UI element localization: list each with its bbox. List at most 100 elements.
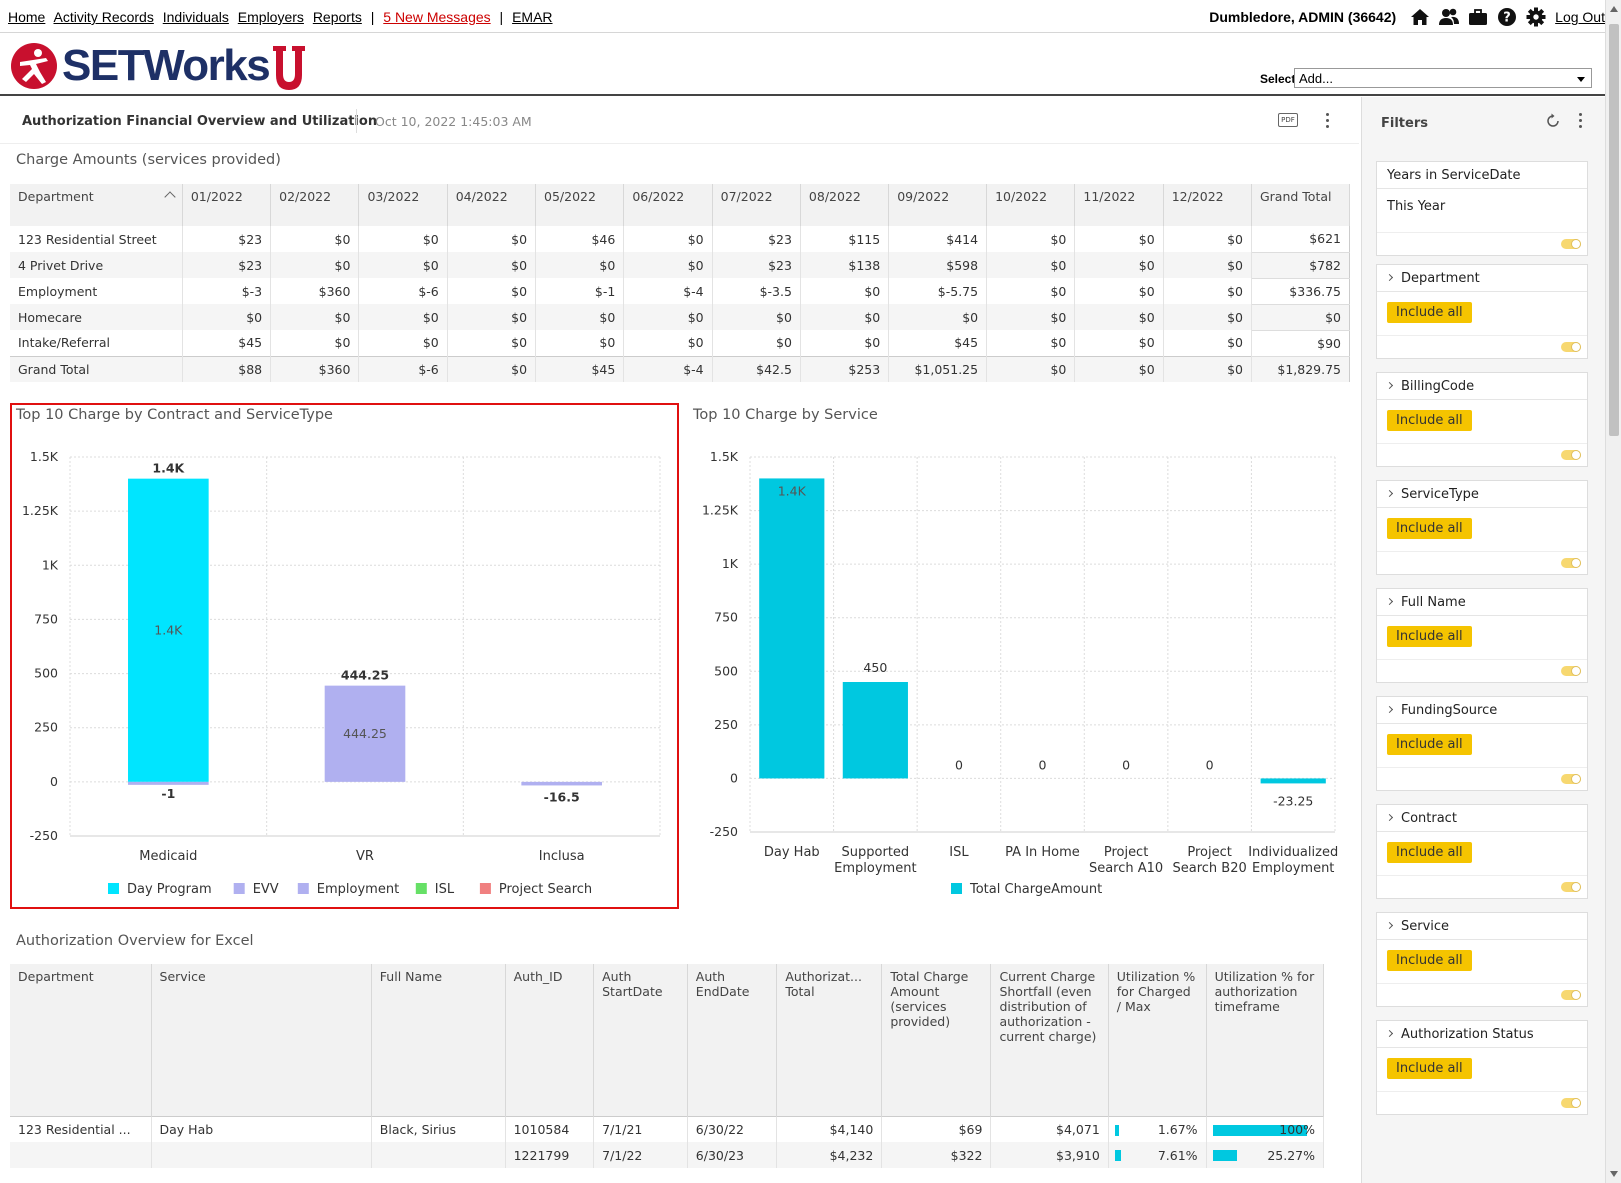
charge-column-header[interactable]: 11/2022 — [1074, 184, 1164, 226]
charge-column-header[interactable]: Grand Total — [1251, 184, 1351, 226]
filter-toggle[interactable] — [1561, 558, 1581, 568]
charge-column-header[interactable]: Department — [10, 184, 183, 226]
filter-card[interactable]: Authorization Status Include all — [1376, 1020, 1588, 1115]
overview-column-header[interactable]: Full Name — [371, 964, 506, 1116]
overview-column-header[interactable]: Utilization % for authorization timefram… — [1206, 964, 1325, 1116]
filter-years-in-servicedate[interactable]: Years in ServiceDate This Year — [1376, 161, 1588, 256]
filter-card[interactable]: Contract Include all — [1376, 804, 1588, 899]
table-cell: $0 — [986, 278, 1076, 304]
sort-asc-icon[interactable] — [164, 191, 176, 203]
briefcase-icon[interactable] — [1467, 7, 1489, 27]
include-all-button[interactable]: Include all — [1387, 842, 1472, 863]
data-label: 1.4K — [778, 483, 807, 498]
chevron-right-icon[interactable] — [1385, 921, 1394, 930]
page-scrollbar[interactable] — [1605, 0, 1621, 1183]
gear-icon[interactable] — [1525, 7, 1547, 27]
charge-column-header[interactable]: 08/2022 — [800, 184, 890, 226]
filter-header[interactable]: ServiceType — [1377, 481, 1587, 508]
overview-column-header[interactable]: Utilization % for Charged / Max — [1108, 964, 1207, 1116]
charge-column-header[interactable]: 03/2022 — [358, 184, 448, 226]
filter-card[interactable]: ServiceType Include all — [1376, 480, 1588, 575]
filter-toggle[interactable] — [1561, 774, 1581, 784]
filter-card[interactable]: Full Name Include all — [1376, 588, 1588, 683]
add-select[interactable]: Add... — [1294, 68, 1592, 88]
overview-column-header[interactable]: Auth_ID — [505, 964, 595, 1116]
include-all-button[interactable]: Include all — [1387, 950, 1472, 971]
scroll-down-icon[interactable] — [1610, 1171, 1618, 1177]
charge-column-header[interactable]: 10/2022 — [986, 184, 1076, 226]
filter-body: Include all — [1377, 292, 1587, 336]
chart-contract-servicetype: 1.5K 1.25K 1K 750 500 250 0 -250 1.4K 1.4K -1 Medic… — [22, 449, 661, 897]
chevron-right-icon[interactable] — [1385, 381, 1394, 390]
filter-card[interactable]: Department Include all — [1376, 264, 1588, 359]
charge-column-header[interactable]: 09/2022 — [888, 184, 988, 226]
table-cell: $-6 — [358, 278, 448, 304]
charge-column-header[interactable]: 04/2022 — [447, 184, 537, 226]
overview-column-header[interactable]: Current Charge Shortfall (even distribut… — [990, 964, 1109, 1116]
filter-card[interactable]: Service Include all — [1376, 912, 1588, 1007]
filter-card[interactable]: FundingSource Include all — [1376, 696, 1588, 791]
chevron-right-icon[interactable] — [1385, 597, 1394, 606]
scroll-up-icon[interactable] — [1610, 6, 1618, 12]
home-icon[interactable] — [1409, 7, 1431, 27]
include-all-button[interactable]: Include all — [1387, 302, 1472, 323]
nav-activity-records-link[interactable]: Activity Records — [53, 9, 154, 25]
filter-header[interactable]: Contract — [1377, 805, 1587, 832]
overview-column-header[interactable]: Service — [151, 964, 372, 1116]
charge-column-header[interactable]: 06/2022 — [623, 184, 713, 226]
filter-header[interactable]: Full Name — [1377, 589, 1587, 616]
chevron-right-icon[interactable] — [1385, 1029, 1394, 1038]
filter-value[interactable]: This Year — [1377, 189, 1587, 233]
filter-toggle[interactable] — [1561, 990, 1581, 1000]
include-all-button[interactable]: Include all — [1387, 734, 1472, 755]
filter-toggle[interactable] — [1561, 882, 1581, 892]
filter-toggle[interactable] — [1561, 450, 1581, 460]
table-row: 123 Residential Street $23 $0 $0 $0 $46 $0 $23 $… — [10, 226, 1351, 253]
include-all-button[interactable]: Include all — [1387, 1058, 1472, 1079]
nav-employers-link[interactable]: Employers — [237, 9, 304, 25]
filters-menu-icon[interactable] — [1575, 111, 1585, 129]
nav-messages-link[interactable]: 5 New Messages — [383, 9, 491, 25]
chevron-right-icon[interactable] — [1385, 273, 1394, 282]
filter-header[interactable]: Service — [1377, 913, 1587, 940]
nav-reports-link[interactable]: Reports — [312, 9, 362, 25]
nav-emar-link[interactable]: EMAR — [512, 9, 553, 25]
nav-home-link[interactable]: Home — [8, 9, 46, 25]
include-all-button[interactable]: Include all — [1387, 410, 1472, 431]
charge-column-header[interactable]: 02/2022 — [270, 184, 360, 226]
include-all-button[interactable]: Include all — [1387, 518, 1472, 539]
charge-column-header[interactable]: 05/2022 — [535, 184, 625, 226]
filter-toggle[interactable] — [1561, 666, 1581, 676]
overview-column-header[interactable]: Department — [10, 964, 152, 1116]
filter-toggle[interactable] — [1561, 1098, 1581, 1108]
filter-header[interactable]: FundingSource — [1377, 697, 1587, 724]
people-icon[interactable] — [1438, 7, 1460, 27]
filter-header[interactable]: Department — [1377, 265, 1587, 292]
refresh-icon[interactable] — [1545, 113, 1561, 129]
y-tick-label: 1.25K — [22, 503, 59, 518]
filter-toggle[interactable] — [1561, 239, 1581, 249]
filter-card[interactable]: BillingCode Include all — [1376, 372, 1588, 467]
chevron-right-icon[interactable] — [1385, 489, 1394, 498]
filter-toggle[interactable] — [1561, 342, 1581, 352]
overview-column-header[interactable]: Auth StartDate — [593, 964, 688, 1116]
overview-column-header[interactable]: Total Charge Amount (services provided) — [881, 964, 992, 1116]
help-icon[interactable]: ? — [1496, 7, 1518, 27]
nav-individuals-link[interactable]: Individuals — [162, 9, 229, 25]
dashboard-menu-icon[interactable] — [1322, 111, 1332, 129]
overview-column-header[interactable]: Authorizat... Total — [776, 964, 883, 1116]
filter-label: Service — [1401, 919, 1450, 934]
overview-column-header[interactable]: Auth EndDate — [687, 964, 778, 1116]
chevron-right-icon[interactable] — [1385, 813, 1394, 822]
chevron-right-icon[interactable] — [1385, 705, 1394, 714]
scroll-thumb[interactable] — [1609, 24, 1619, 436]
include-all-button[interactable]: Include all — [1387, 626, 1472, 647]
charge-column-header[interactable]: 07/2022 — [712, 184, 801, 226]
logout-link[interactable]: Log Out — [1555, 9, 1605, 25]
filter-header[interactable]: Authorization Status — [1377, 1021, 1587, 1048]
charge-column-header[interactable]: 01/2022 — [182, 184, 272, 226]
table-cell: $0 — [447, 278, 537, 304]
pdf-export-icon[interactable]: PDF — [1278, 113, 1298, 127]
filter-header[interactable]: BillingCode — [1377, 373, 1587, 400]
charge-column-header[interactable]: 12/2022 — [1163, 184, 1252, 226]
